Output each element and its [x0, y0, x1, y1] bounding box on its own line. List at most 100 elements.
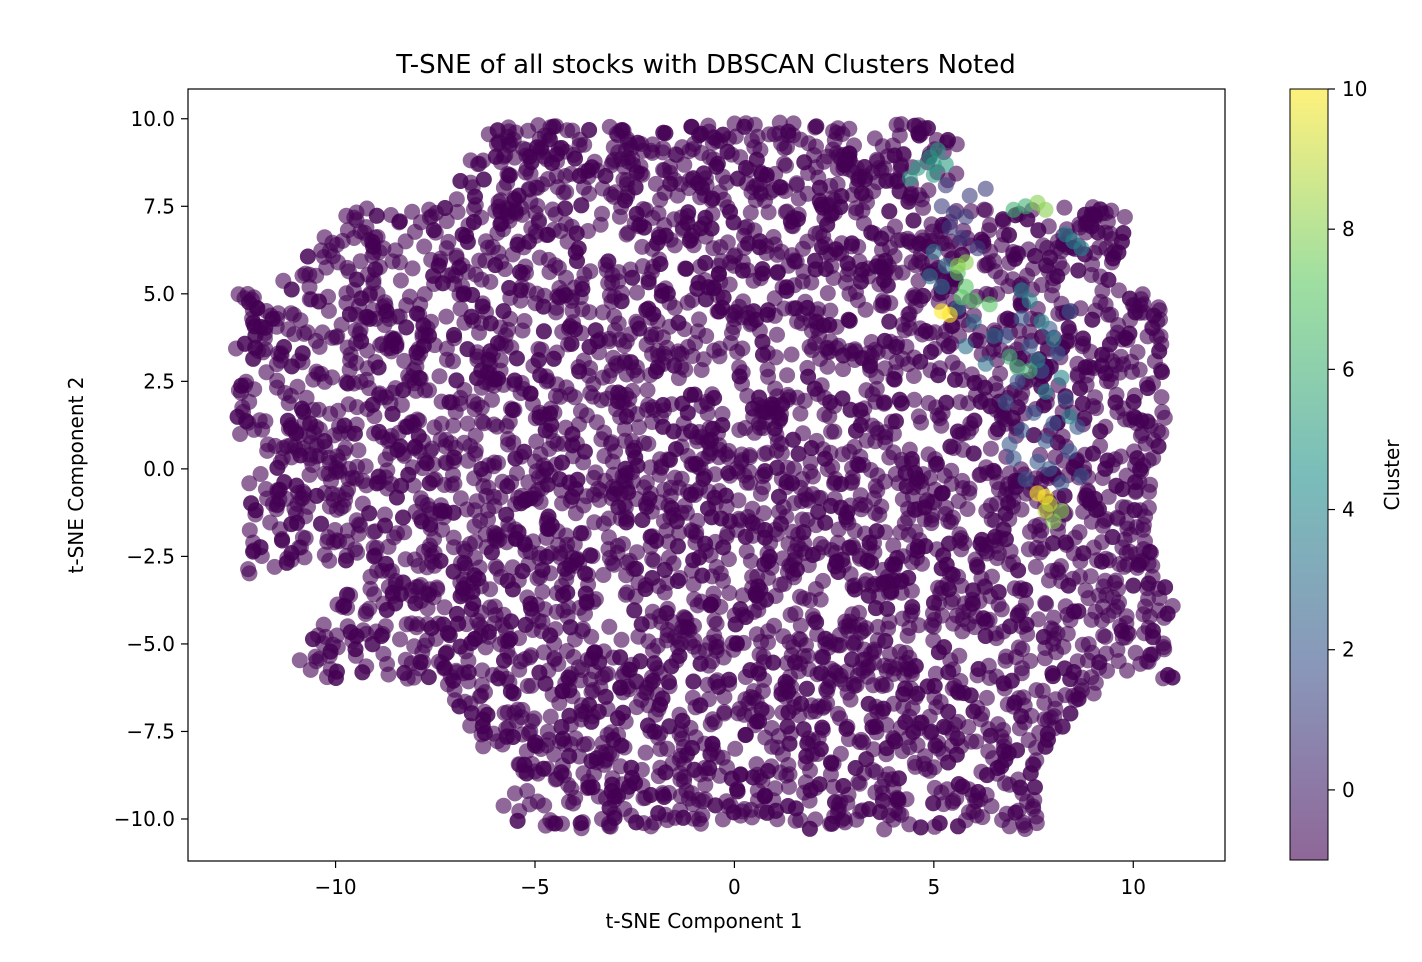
- scatter-point: [618, 226, 635, 243]
- scatter-point: [787, 654, 803, 671]
- scatter-point: [876, 332, 893, 349]
- scatter-point: [565, 795, 582, 812]
- scatter-point: [452, 638, 469, 655]
- scatter-point: [1091, 239, 1108, 256]
- scatter-point: [454, 226, 471, 243]
- scatter-point: [450, 615, 467, 632]
- scatter-point: [721, 276, 738, 293]
- scatter-point: [1110, 317, 1127, 334]
- scatter-point: [922, 470, 938, 486]
- scatter-point: [1014, 660, 1030, 677]
- scatter-point: [901, 320, 918, 337]
- scatter-point: [915, 287, 932, 304]
- scatter-point: [813, 196, 830, 213]
- scatter-point: [1140, 499, 1157, 516]
- scatter-point: [1006, 694, 1023, 711]
- scatter-point: [445, 672, 462, 689]
- scatter-point: [600, 529, 617, 546]
- scatter-point: [997, 775, 1013, 792]
- scatter-point: [756, 446, 773, 462]
- scatter-point: [923, 723, 940, 740]
- scatter-point: [600, 510, 617, 527]
- scatter-point: [763, 396, 780, 413]
- scatter-point: [1137, 598, 1154, 615]
- scatter-point: [885, 425, 902, 442]
- scatter-point: [578, 594, 595, 610]
- scatter-point: [782, 606, 799, 623]
- scatter-point: [628, 673, 645, 690]
- scatter-point: [475, 738, 492, 755]
- scatter-point: [848, 200, 865, 217]
- scatter-point: [603, 362, 620, 379]
- scatter-point: [422, 516, 439, 533]
- scatter-point: [819, 358, 836, 375]
- scatter-point: [827, 794, 843, 811]
- scatter-point: [948, 746, 965, 763]
- scatter-point: [977, 628, 994, 644]
- scatter-point: [907, 758, 924, 775]
- scatter-point: [631, 320, 648, 337]
- scatter-point: [645, 672, 662, 689]
- scatter-point: [773, 685, 790, 702]
- scatter-point: [982, 440, 999, 457]
- scatter-point: [564, 122, 581, 139]
- scatter-point: [1142, 646, 1159, 663]
- scatter-point: [749, 128, 766, 145]
- scatter-point: [779, 139, 795, 156]
- scatter-point: [467, 442, 484, 459]
- scatter-point: [466, 630, 483, 647]
- scatter-point: [852, 496, 869, 513]
- scatter-point: [710, 265, 727, 282]
- scatter-point: [927, 665, 944, 682]
- scatter-point: [737, 528, 754, 545]
- scatter-point: [779, 367, 796, 384]
- scatter-point: [293, 490, 309, 507]
- scatter-point: [548, 168, 565, 185]
- scatter-point: [391, 254, 408, 271]
- scatter-point: [366, 586, 383, 603]
- scatter-point: [1117, 330, 1134, 346]
- scatter-point: [893, 572, 910, 589]
- scatter-point: [540, 731, 557, 748]
- scatter-point: [354, 664, 371, 681]
- scatter-point: [799, 648, 816, 664]
- scatter-point: [486, 498, 503, 515]
- scatter-point: [350, 442, 367, 459]
- scatter-point: [1001, 818, 1018, 835]
- scatter-point: [662, 175, 679, 192]
- scatter-point: [817, 261, 834, 277]
- scatter-point: [581, 338, 598, 355]
- scatter-point: [283, 281, 300, 298]
- scatter-point: [643, 818, 659, 835]
- scatter-point: [328, 532, 345, 549]
- scatter-point: [241, 565, 258, 582]
- scatter-point: [594, 304, 611, 321]
- scatter-point: [800, 368, 817, 385]
- scatter-point: [571, 363, 588, 380]
- scatter-point: [936, 718, 952, 735]
- scatter-point: [624, 269, 641, 286]
- scatter-point: [994, 211, 1011, 228]
- scatter-point: [308, 332, 324, 349]
- scatter-point: [346, 425, 363, 442]
- scatter-point: [795, 524, 812, 541]
- scatter-point: [757, 787, 774, 804]
- scatter-point: [861, 534, 878, 551]
- scatter-point: [808, 118, 825, 135]
- scatter-point: [1087, 389, 1103, 406]
- scatter-point: [591, 654, 608, 671]
- scatter-point: [804, 547, 821, 563]
- scatter-point: [342, 624, 359, 641]
- scatter-point: [489, 527, 506, 544]
- scatter-point: [324, 369, 341, 386]
- scatter-point: [350, 526, 367, 542]
- scatter-point: [654, 283, 671, 299]
- scatter-point: [650, 205, 667, 222]
- scatter-point: [1011, 720, 1028, 737]
- scatter-point: [672, 771, 689, 788]
- scatter-point: [474, 298, 491, 315]
- scatter-point: [866, 641, 883, 658]
- scatter-point: [1100, 271, 1117, 288]
- scatter-point: [771, 488, 787, 505]
- scatter-point: [720, 443, 737, 459]
